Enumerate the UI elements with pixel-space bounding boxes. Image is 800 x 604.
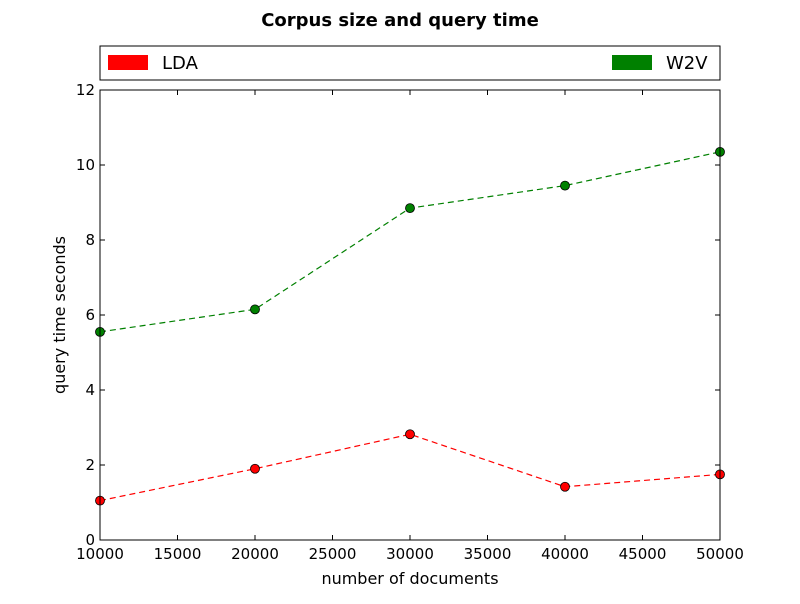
x-tick-label: 35000	[464, 545, 512, 563]
y-tick-label: 4	[85, 381, 95, 399]
x-tick-label: 10000	[76, 545, 124, 563]
x-tick-label: 50000	[696, 545, 744, 563]
ticks-layer: 10000 15000 20000 25000 30000 35000 40000 45000…	[76, 81, 744, 563]
x-tick-label: 25000	[309, 545, 357, 563]
data-point-w2v-3	[560, 180, 570, 191]
data-point-lda-3	[560, 481, 570, 492]
y-tick-label: 10	[76, 156, 95, 174]
x-tick-label: 40000	[541, 545, 589, 563]
chart-title: Corpus size and query time	[261, 10, 539, 31]
y-tick-label: 0	[85, 531, 95, 549]
x-tick-label: 20000	[231, 545, 279, 563]
y-tick-label: 2	[85, 456, 95, 474]
legend-swatch-lda	[108, 55, 148, 70]
y-axis-label: query time seconds	[50, 236, 69, 394]
data-point-w2v-2	[405, 203, 415, 214]
data-point-lda-1	[250, 463, 260, 474]
legend: LDA W2V	[99, 45, 721, 81]
legend-swatch-w2v	[612, 55, 652, 70]
plot-layer	[95, 146, 725, 506]
x-tick-label: 45000	[619, 545, 667, 563]
y-tick-label: 8	[85, 231, 95, 249]
legend-label-lda: LDA	[162, 53, 199, 74]
legend-label-w2v: W2V	[666, 53, 708, 74]
series-line-w2v	[99, 151, 721, 333]
plot-frame	[99, 89, 721, 541]
y-tick-label: 12	[76, 81, 95, 99]
data-point-lda-2	[405, 429, 415, 440]
x-tick-label: 30000	[386, 545, 434, 563]
x-tick-label: 15000	[154, 545, 202, 563]
y-tick-label: 6	[85, 306, 95, 324]
x-axis-label: number of documents	[321, 569, 498, 588]
data-point-w2v-1	[250, 304, 260, 315]
series-line-lda	[99, 433, 721, 502]
